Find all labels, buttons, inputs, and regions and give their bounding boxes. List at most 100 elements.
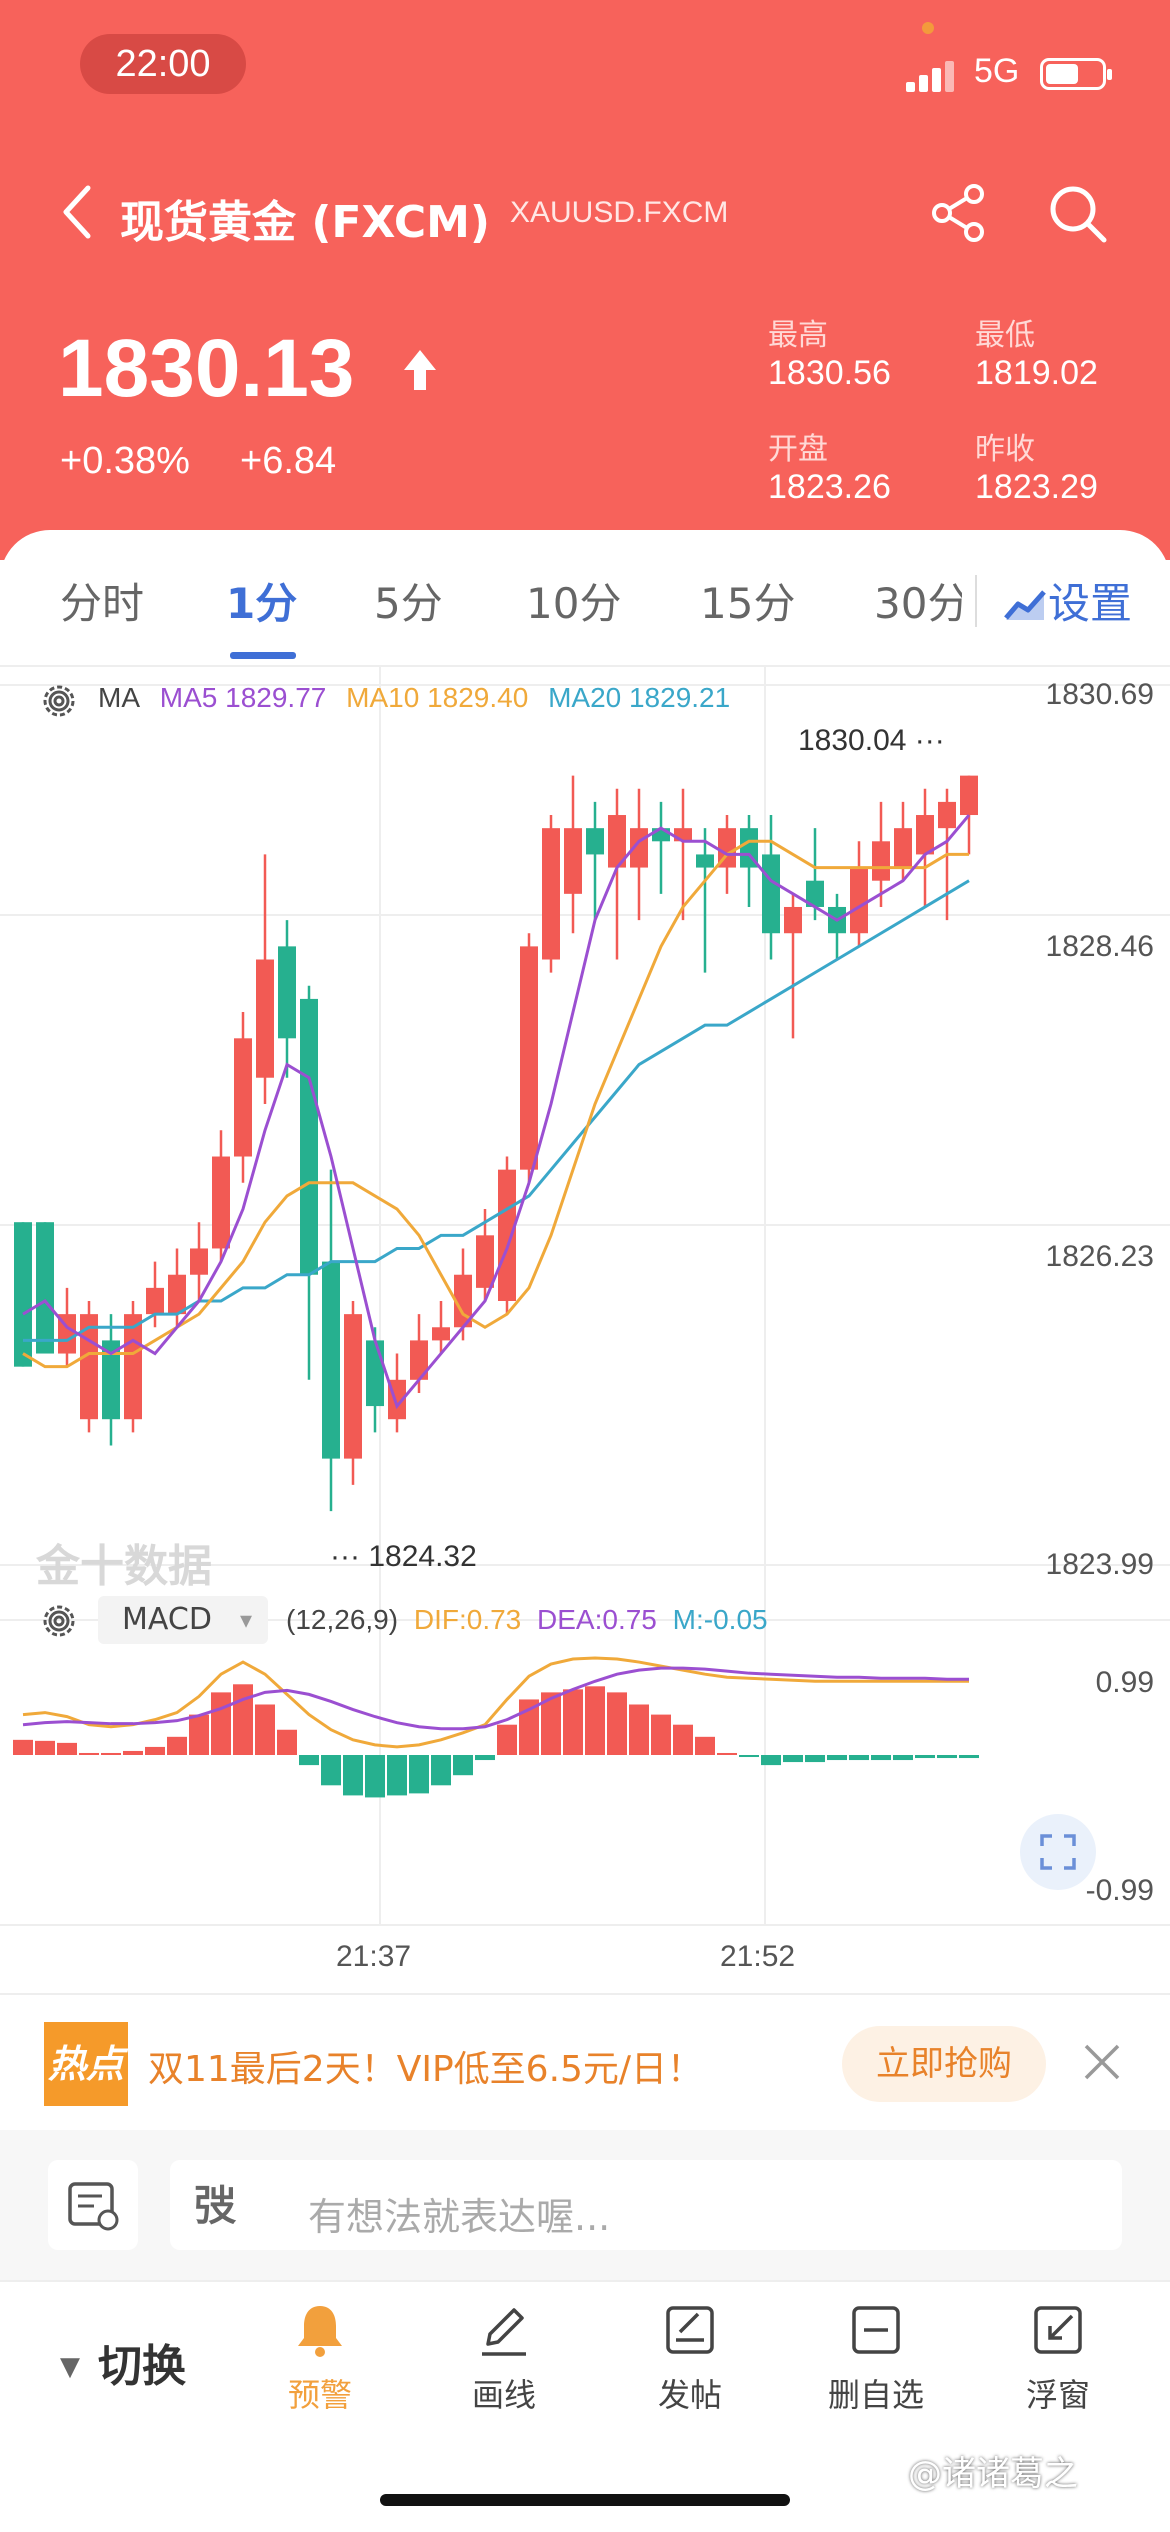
share-icon[interactable] xyxy=(928,182,990,244)
macd-histogram-bar xyxy=(189,1714,209,1755)
macd-axis-bottom: -0.99 xyxy=(1085,1874,1154,1907)
nav-post[interactable]: 发帖 xyxy=(620,2300,760,2420)
macd-histogram-bar xyxy=(211,1692,231,1755)
page-title: 现货黄金 (FXCM) xyxy=(120,197,491,248)
macd-histogram-bar xyxy=(123,1750,143,1755)
change-amount: +6.84 xyxy=(240,440,337,482)
candle-body xyxy=(938,801,956,829)
hot-badge: 热点 xyxy=(44,2022,128,2106)
close-icon[interactable] xyxy=(1080,2040,1124,2084)
ma-legend: MA MA5 1829.77 MA10 1829.40 MA20 1829.21 xyxy=(98,682,742,722)
candle-body xyxy=(278,946,296,1039)
home-indicator[interactable] xyxy=(380,2494,790,2506)
candle-body xyxy=(300,998,318,1275)
candle-body xyxy=(762,854,780,934)
stat-low-value: 1819.02 xyxy=(975,354,1098,392)
buy-now-button[interactable]: 立即抢购 xyxy=(842,2026,1046,2102)
fullscreen-icon xyxy=(1040,1834,1076,1870)
float-window-icon xyxy=(1034,2306,1082,2354)
candle-body xyxy=(476,1235,494,1288)
ma10-line xyxy=(22,839,969,1369)
chart-frame[interactable] xyxy=(0,665,1170,1995)
macd-histogram-bar xyxy=(57,1742,77,1755)
macd-dif: DIF:0.73 xyxy=(413,1604,522,1635)
nav-float-window[interactable]: 浮窗 xyxy=(988,2300,1128,2420)
indicator-select[interactable]: MACD xyxy=(98,1596,268,1644)
macd-m: M:-0.05 xyxy=(672,1604,768,1635)
macd-histogram-bar xyxy=(475,1755,495,1761)
low-annotation-value: 1824.32 xyxy=(368,1540,477,1573)
switch-label: 切换 xyxy=(98,2341,186,2392)
candle-body xyxy=(894,828,912,868)
macd-histogram-bar xyxy=(827,1755,847,1761)
macd-histogram-bar xyxy=(321,1755,341,1786)
stat-low-label: 最低 xyxy=(975,318,1035,353)
macd-histogram-bar xyxy=(717,1752,737,1755)
network-type: 5G xyxy=(974,52,1020,90)
tab-divider xyxy=(975,575,977,627)
candle-body xyxy=(916,815,934,855)
macd-histogram-bar xyxy=(739,1755,759,1758)
candle-body xyxy=(322,1261,340,1459)
macd-histogram-bar xyxy=(893,1755,913,1761)
up-arrow-icon xyxy=(404,350,436,390)
nav-remove-watchlist[interactable]: 删自选 xyxy=(806,2300,946,2420)
macd-histogram-bar xyxy=(299,1755,319,1766)
high-annotation-value: 1830.04 xyxy=(798,724,907,757)
notes-button[interactable] xyxy=(48,2160,138,2250)
stat-high-value: 1830.56 xyxy=(768,354,891,392)
promo-text[interactable]: 双11最后2天！VIP低至6.5元/日！ xyxy=(148,2049,704,2090)
search-icon[interactable] xyxy=(1046,182,1108,244)
nav-post-label: 发帖 xyxy=(657,2376,722,2414)
price-axis-tick: 1830.69 xyxy=(1045,678,1154,711)
candle-body xyxy=(432,1327,450,1341)
macd-histogram-bar xyxy=(13,1739,33,1755)
comment-input[interactable]: 弢 xyxy=(170,2160,1122,2250)
emoji-sticker-icon: 弢 xyxy=(194,2181,237,2230)
candle-body xyxy=(784,906,802,934)
macd-histogram-bar xyxy=(871,1755,891,1761)
back-icon[interactable] xyxy=(58,182,98,242)
candle-body xyxy=(564,828,582,894)
tab-5min[interactable]: 5分 xyxy=(374,579,443,628)
stat-open-value: 1823.26 xyxy=(768,468,891,506)
nav-draw[interactable]: 画线 xyxy=(434,2300,574,2420)
watermark-logo: 金十数据 xyxy=(36,1541,212,1592)
macd-histogram-bar xyxy=(607,1692,627,1755)
macd-params: (12,26,9) xyxy=(286,1604,399,1635)
price-axis-tick: 1828.46 xyxy=(1045,930,1154,963)
low-annotation: ··· 1824.32 xyxy=(330,1540,477,1573)
macd-settings-gear-icon[interactable] xyxy=(38,1600,80,1642)
macd-histogram-bar xyxy=(563,1689,583,1755)
tab-1min[interactable]: 1分 xyxy=(226,579,298,628)
switch-button[interactable]: ▼ 切换 xyxy=(60,2341,186,2392)
price-axis-tick: 1823.99 xyxy=(1045,1548,1154,1581)
chart-settings-button[interactable]: 设置 xyxy=(1004,570,1132,631)
settings-label: 设置 xyxy=(1048,579,1133,628)
candle-body xyxy=(124,1314,142,1420)
comment-placeholder[interactable]: 有想法就表达喔... xyxy=(308,2195,611,2239)
tab-30min[interactable]: 30分 xyxy=(874,579,962,628)
nav-alert[interactable]: 预警 xyxy=(250,2300,390,2420)
macd-histogram-bar xyxy=(167,1736,187,1755)
candle-body xyxy=(344,1314,362,1459)
macd-histogram-bar xyxy=(431,1755,451,1786)
kline-chart[interactable] xyxy=(0,665,1170,1995)
macd-histogram-bar xyxy=(673,1724,693,1755)
tab-10min[interactable]: 10分 xyxy=(526,579,622,628)
candle-body xyxy=(190,1248,208,1275)
macd-histogram-bar xyxy=(805,1755,825,1763)
quote-header: 22:00 5G 现货黄金 (FXCM) XAUUSD.FXCM 1830.13… xyxy=(0,0,1170,560)
macd-legend: (12,26,9) DIF:0.73 DEA:0.75 M:-0.05 xyxy=(286,1604,776,1636)
time-axis-tick: 21:52 xyxy=(720,1940,796,1973)
macd-histogram-bar xyxy=(497,1724,517,1755)
ma5-value: MA5 1829.77 xyxy=(159,682,327,713)
candle-body xyxy=(520,946,538,1170)
high-annotation: 1830.04 ··· xyxy=(798,724,945,757)
ma-settings-gear-icon[interactable] xyxy=(38,680,80,722)
tab-15min[interactable]: 15分 xyxy=(700,579,796,628)
candle-body xyxy=(806,880,824,907)
fullscreen-button[interactable] xyxy=(1020,1814,1096,1890)
ma5-line xyxy=(22,814,971,1410)
tab-timeshare[interactable]: 分时 xyxy=(60,579,145,628)
